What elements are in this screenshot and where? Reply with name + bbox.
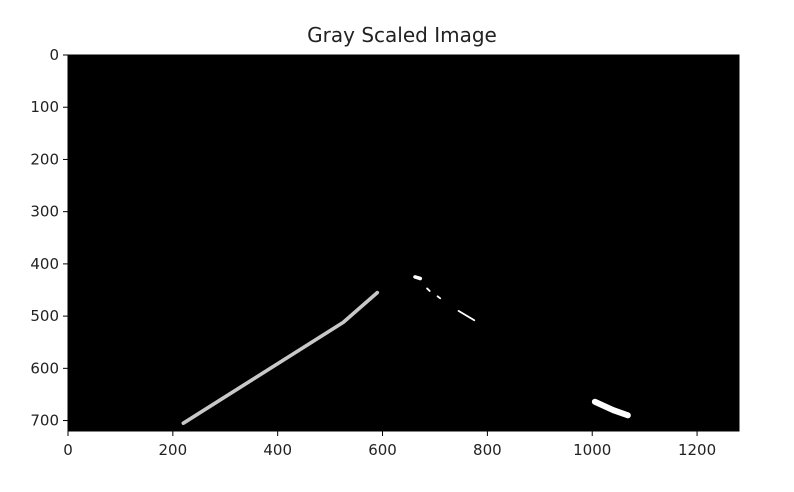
x-tick-label: 600 [368,441,397,459]
y-tick-label: 0 [49,46,59,64]
x-tick-label: 1000 [573,441,611,459]
x-tick-label: 400 [263,441,292,459]
x-tick-label: 0 [63,441,73,459]
y-tick-label: 600 [30,359,59,377]
image-feature-0 [181,290,380,425]
y-tick-label: 500 [30,307,59,325]
image-feature-5 [591,398,631,419]
axes-frame [67,54,740,432]
x-axis: 0 200 400 600 800 1000 1200 [63,431,716,459]
image-feature-1 [413,275,423,281]
image-features [181,275,631,425]
y-axis: 0 100 200 300 400 500 600 700 [30,46,68,430]
image-feature-2 [426,287,431,292]
x-tick-label: 200 [159,441,188,459]
image-feature-3 [436,295,442,300]
image-feature-4 [457,309,476,322]
image-area [68,55,739,431]
y-tick-label: 400 [30,255,59,273]
y-tick-label: 700 [30,412,59,430]
y-tick-label: 300 [30,203,59,221]
y-tick-label: 100 [30,98,59,116]
chart-title: Gray Scaled Image [307,23,497,47]
y-tick-label: 200 [30,150,59,168]
x-tick-label: 800 [473,441,502,459]
x-tick-label: 1200 [678,441,716,459]
